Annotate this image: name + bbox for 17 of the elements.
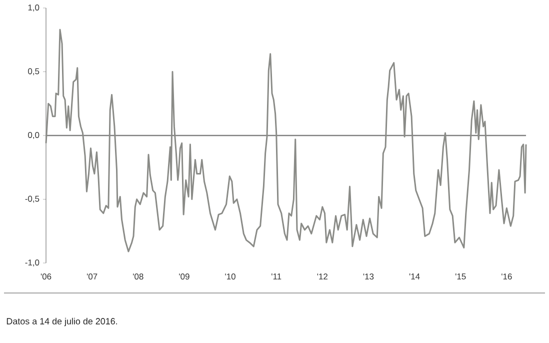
x-tick-label: '16 xyxy=(502,274,512,280)
text: Datos a 14 de julio de 2016. xyxy=(6,318,118,326)
x-tick-label: '09 xyxy=(179,274,190,280)
x-tick-label: '07 xyxy=(86,274,98,280)
x-tick-label: '08 xyxy=(133,274,144,280)
x-tick-label: '10 xyxy=(225,274,236,280)
x-tick-label: '13 xyxy=(363,274,374,280)
x-tick-label: '14 xyxy=(409,274,420,280)
y-tick-label: 1,0 xyxy=(28,4,40,12)
y-tick-label: -0,5 xyxy=(25,196,40,203)
y-tick-label: 0,0 xyxy=(28,132,40,139)
y-tick-label: 0,5 xyxy=(28,68,40,76)
x-tick-label: '15 xyxy=(456,274,466,280)
y-tick-label: -1,0 xyxy=(25,260,40,266)
x-tick-label: '11 xyxy=(272,274,282,280)
x-tick-label: '06 xyxy=(40,274,52,280)
x-tick-label: '12 xyxy=(317,274,328,280)
